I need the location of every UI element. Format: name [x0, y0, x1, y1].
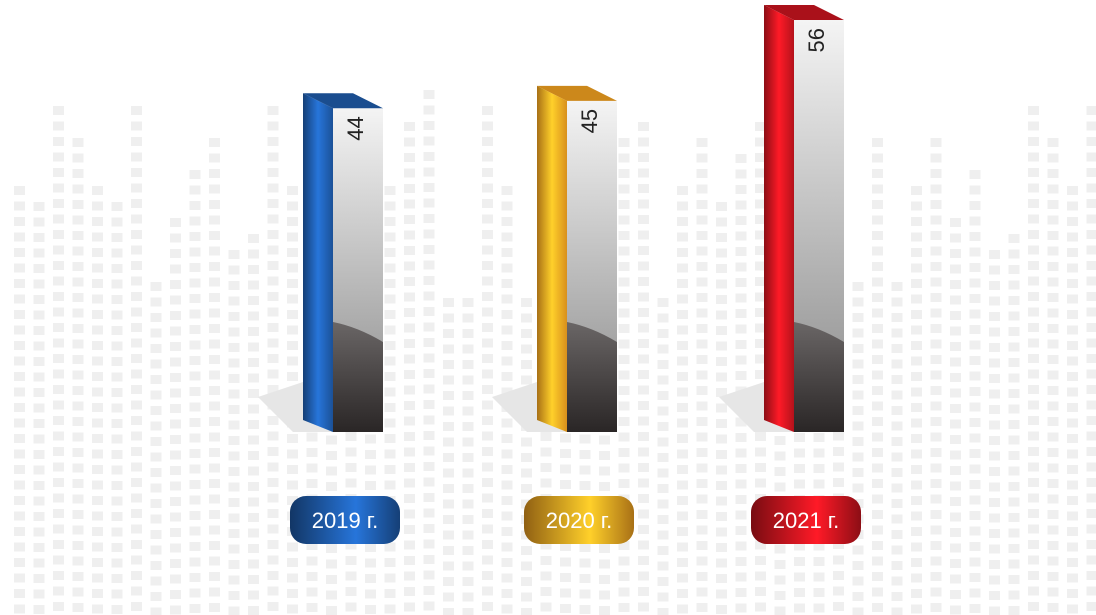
bar-side	[537, 86, 567, 432]
value-label: 56	[804, 28, 829, 52]
bar-side	[303, 93, 333, 432]
bar-front-shadow	[333, 322, 383, 432]
bar-front-shadow	[567, 322, 617, 432]
category-label: 2020 г.	[546, 508, 613, 533]
category-label: 2021 г.	[773, 508, 840, 533]
value-label: 44	[343, 116, 368, 140]
category-label: 2019 г.	[312, 508, 379, 533]
bar-side	[764, 5, 794, 432]
chart: 44 2019 г. 45 2020 г. 56 2021 г.	[0, 0, 1096, 615]
value-label: 45	[577, 109, 602, 133]
bar-front-shadow	[794, 322, 844, 432]
